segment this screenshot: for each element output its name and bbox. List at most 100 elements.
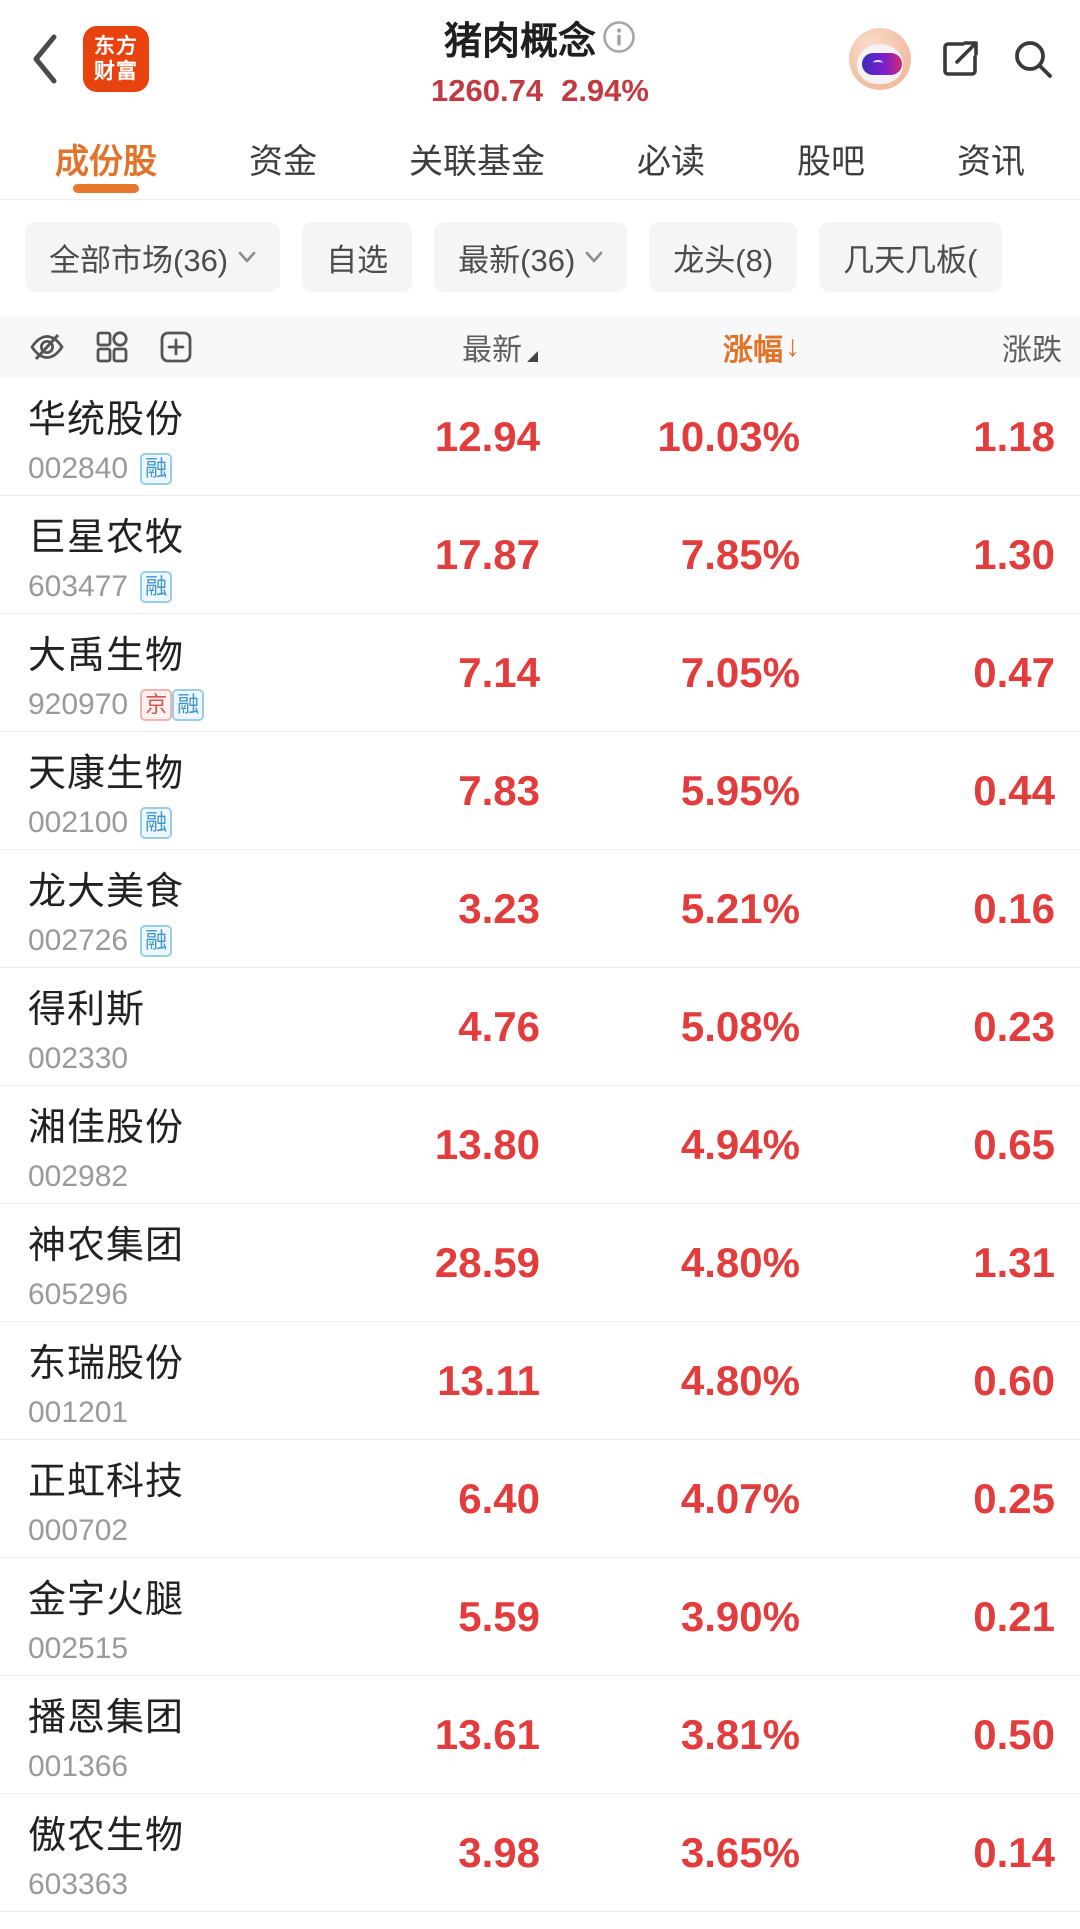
column-header-change-percent[interactable]: 涨幅 ↓ [538,325,800,369]
search-button[interactable] [1011,37,1055,81]
latest-price: 12.94 [434,412,540,460]
filter-leaders[interactable]: 龙头(8) [649,222,798,292]
stock-meta: 002515 [28,1632,350,1666]
tab-must-read[interactable]: 必读 [637,118,705,199]
stock-row[interactable]: 得利斯 002330 4.76 5.08% 0.23 [0,968,1080,1086]
page-title: 猪肉概念 [443,20,596,63]
margin-trading-badge: 融 [140,924,173,957]
change-amount: 0.65 [973,1120,1055,1168]
stock-code: 605296 [28,1277,129,1311]
change-percent: 4.07% [680,1474,800,1522]
tab-label: 成份股 [55,143,157,181]
stock-badges: 融 [140,924,173,957]
chevron-down-icon [585,251,603,263]
stock-row[interactable]: 龙大美食 002726 融 3.23 5.21% 0.16 [0,850,1080,968]
column-header-change[interactable]: 涨跌 [800,325,1062,369]
topbar-left-group: 东方 财富 [25,0,149,118]
filter-consecutive-boards[interactable]: 几天几板( [819,222,1002,292]
stock-info: 东瑞股份 001201 [28,1332,350,1430]
stock-name: 大禹生物 [28,634,185,677]
column-header-latest[interactable]: 最新 [288,325,538,369]
stock-badges: 京融 [140,688,205,721]
stock-name: 巨星农牧 [28,516,185,559]
latest-price: 13.11 [437,1356,540,1404]
change-amount: 0.21 [973,1592,1055,1640]
stock-badges: 融 [140,452,173,485]
stock-row[interactable]: 傲农生物 603363 3.98 3.65% 0.14 [0,1794,1080,1912]
stock-row[interactable]: 正虹科技 000702 6.40 4.07% 0.25 [0,1440,1080,1558]
latest-price: 4.76 [458,1002,540,1050]
stock-info: 正虹科技 000702 [28,1450,350,1548]
column-label: 涨幅 [723,334,783,367]
stock-info: 湘佳股份 002982 [28,1096,350,1194]
stock-code: 002330 [28,1041,129,1075]
change-amount: 0.60 [973,1356,1055,1404]
latest-price: 3.23 [458,884,540,932]
stock-name: 天康生物 [28,752,185,795]
stock-row[interactable]: 天康生物 002100 融 7.83 5.95% 0.44 [0,732,1080,850]
stock-code: 603363 [28,1867,129,1901]
stock-row[interactable]: 东瑞股份 001201 13.11 4.80% 0.60 [0,1322,1080,1440]
change-percent: 3.65% [680,1828,800,1876]
tab-label: 资讯 [957,143,1025,181]
stock-row[interactable]: 大禹生物 920970 京融 7.14 7.05% 0.47 [0,614,1080,732]
index-quote: 1260.74 2.94% [431,73,649,109]
stock-meta: 001201 [28,1396,350,1430]
filter-latest[interactable]: 最新(36) [434,222,628,292]
tab-related-funds[interactable]: 关联基金 [409,118,545,199]
change-amount: 0.14 [973,1828,1055,1876]
avatar-robot-eye [873,60,883,66]
change-percent: 10.03% [657,412,800,460]
tab-constituents[interactable]: 成份股 [55,118,157,199]
user-avatar[interactable] [849,28,911,90]
stock-name: 播恩集团 [28,1696,185,1739]
stock-info: 播恩集团 001366 [28,1686,350,1784]
change-percent: 4.80% [680,1238,800,1286]
sort-indicator-icon [527,350,538,362]
stock-code: 001201 [28,1395,129,1429]
info-icon[interactable] [602,20,636,54]
add-column-button[interactable] [158,329,194,365]
tab-forum[interactable]: 股吧 [797,118,865,199]
stock-row[interactable]: 播恩集团 001366 13.61 3.81% 0.50 [0,1676,1080,1794]
index-value: 1260.74 [431,72,544,108]
filter-watchlist[interactable]: 自选 [302,222,413,292]
back-button[interactable] [25,29,65,89]
stock-info: 大禹生物 920970 京融 [28,624,350,722]
change-percent: 5.21% [680,884,800,932]
stock-code: 002100 [28,805,129,839]
share-button[interactable] [939,37,983,81]
latest-price: 13.61 [434,1710,540,1758]
stock-meta: 603477 融 [28,570,350,604]
latest-price: 6.40 [458,1474,540,1522]
hide-button[interactable] [28,330,66,364]
stock-row[interactable]: 神农集团 605296 28.59 4.80% 1.31 [0,1204,1080,1322]
stock-name: 傲农生物 [28,1814,185,1857]
stock-info: 傲农生物 603363 [28,1804,350,1902]
stock-row[interactable]: 金字火腿 002515 5.59 3.90% 0.21 [0,1558,1080,1676]
back-chevron-icon [33,34,57,84]
stock-meta: 920970 京融 [28,688,350,722]
eye-off-icon [30,333,64,361]
share-icon [943,41,978,76]
change-percent: 3.90% [680,1592,800,1640]
tab-news[interactable]: 资讯 [957,118,1025,199]
stock-row[interactable]: 湘佳股份 002982 13.80 4.94% 0.65 [0,1086,1080,1204]
stock-name: 华统股份 [28,398,185,441]
stock-code: 002515 [28,1631,129,1665]
tab-bar: 成份股 资金 关联基金 必读 股吧 资讯 [0,118,1080,200]
tab-label: 关联基金 [409,143,545,181]
tab-label: 必读 [637,143,705,181]
change-amount: 0.47 [973,648,1055,696]
stock-meta: 002840 融 [28,452,350,486]
filter-all-markets[interactable]: 全部市场(36) [25,222,281,292]
chevron-down-icon [238,251,256,263]
stock-badges: 融 [140,570,173,603]
tab-funds-flow[interactable]: 资金 [249,118,317,199]
stock-badges: 融 [140,806,173,839]
eastmoney-logo[interactable]: 东方 财富 [83,26,149,92]
layout-button[interactable] [94,329,130,365]
stock-meta: 603363 [28,1868,350,1902]
stock-row[interactable]: 巨星农牧 603477 融 17.87 7.85% 1.30 [0,496,1080,614]
stock-row[interactable]: 华统股份 002840 融 12.94 10.03% 1.18 [0,378,1080,496]
